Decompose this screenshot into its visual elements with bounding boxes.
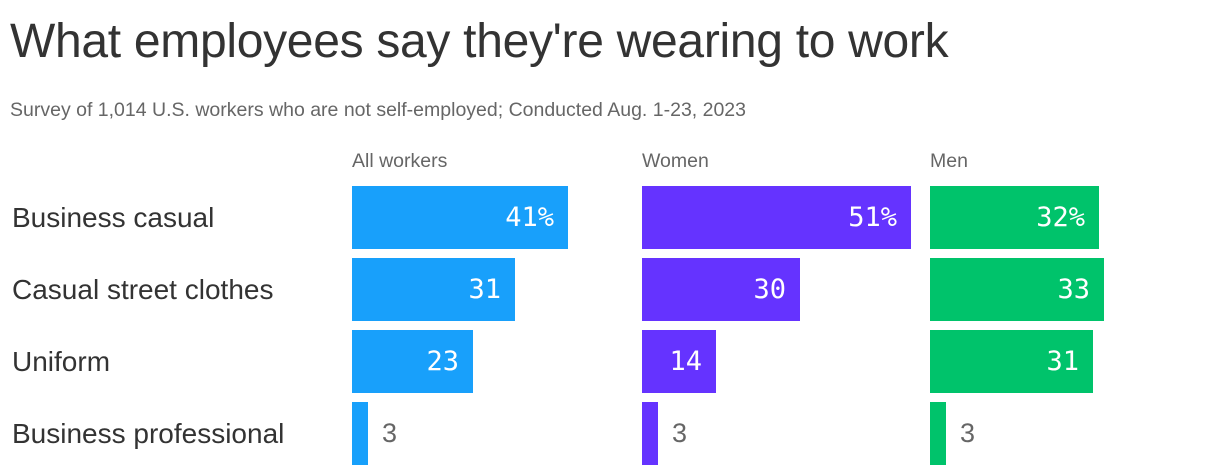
bar-value-label: 31 (468, 274, 501, 305)
bar-value-label: 14 (669, 346, 702, 377)
bar-value-label: 51% (848, 202, 897, 233)
category-label: Uniform (12, 346, 111, 377)
bar (642, 258, 800, 321)
bar-value-label: 3 (960, 418, 976, 448)
series-header: Men (930, 150, 968, 172)
bar (352, 258, 515, 321)
bar (352, 330, 473, 393)
bar (930, 186, 1099, 249)
category-label: Casual street clothes (12, 274, 274, 305)
bar-value-label: 33 (1057, 274, 1090, 305)
bar-value-label: 41% (505, 202, 554, 233)
bar (930, 258, 1104, 321)
bar-value-label: 3 (672, 418, 688, 448)
bar (642, 402, 658, 465)
bar (352, 402, 368, 465)
series-header: Women (642, 150, 709, 172)
bar (930, 402, 946, 465)
chart-subtitle: Survey of 1,014 U.S. workers who are not… (10, 99, 747, 121)
bar (642, 330, 716, 393)
bar (352, 186, 568, 249)
bar-value-label: 3 (382, 418, 398, 448)
bar-value-label: 30 (753, 274, 786, 305)
bar (930, 330, 1093, 393)
bar-value-label: 23 (426, 346, 459, 377)
bar (642, 186, 911, 249)
chart-title: What employees say they're wearing to wo… (10, 15, 949, 68)
series-header: All workers (352, 150, 448, 172)
bar-value-label: 32% (1036, 202, 1085, 233)
category-label: Business professional (12, 418, 285, 449)
category-label: Business casual (12, 202, 215, 233)
bar-value-label: 31 (1046, 346, 1079, 377)
